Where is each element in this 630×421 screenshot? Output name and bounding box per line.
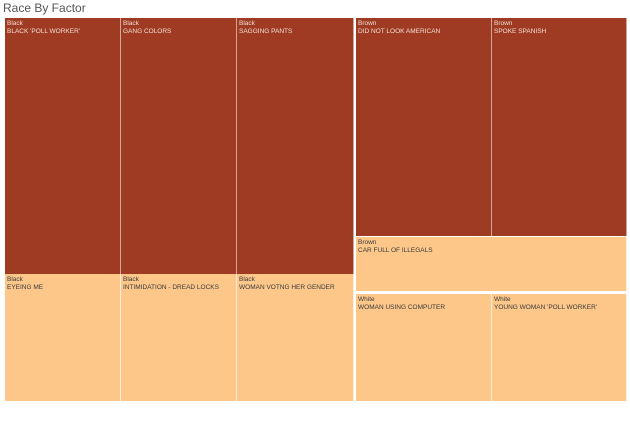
tile-factor-label: EYEING ME [7,284,44,291]
tile-race-label: Brown [358,20,377,27]
tile-race-label: White [494,296,511,303]
treemap-tile[interactable]: White WOMAN USING COMPUTER [356,294,492,401]
treemap-tile[interactable]: Black WOMAN VOTNG HER GENDER [237,274,354,401]
tile-factor-label: CAR FULL OF ILLEGALS [358,247,433,254]
tile-factor-label: BLACK 'POLL WORKER' [7,28,81,35]
tile-race-label: Brown [358,239,377,246]
chart-title: Race By Factor [3,1,86,15]
tile-race-label: Black [7,20,23,27]
tile-race-label: Brown [494,20,513,27]
tile-race-label: Black [123,276,139,283]
treemap-tile[interactable]: Black EYEING ME [5,274,121,401]
tile-race-label: Black [239,20,255,27]
tile-factor-label: INTIMIDATION - DREAD LOCKS [123,284,219,291]
treemap-tile[interactable]: Brown SPOKE SPANISH [492,18,627,236]
tile-race-label: Black [123,20,139,27]
tile-factor-label: SAGGING PANTS [239,28,293,35]
treemap-tile[interactable]: White YOUNG WOMAN 'POLL WORKER' [492,294,627,401]
treemap-tile[interactable]: Black SAGGING PANTS [237,18,354,274]
treemap-tile[interactable]: Black BLACK 'POLL WORKER' [5,18,121,274]
treemap-tile[interactable]: Brown CAR FULL OF ILLEGALS [356,237,627,291]
tile-race-label: Black [7,276,23,283]
tile-race-label: Black [239,276,255,283]
tile-factor-label: SPOKE SPANISH [494,28,547,35]
treemap-tile[interactable]: Brown DID NOT LOOK AMERICAN [356,18,492,236]
tile-race-label: White [358,296,375,303]
tile-factor-label: GANG COLORS [123,28,172,35]
tile-factor-label: DID NOT LOOK AMERICAN [358,28,441,35]
treemap-tile[interactable]: Black GANG COLORS [121,18,237,274]
tile-factor-label: WOMAN VOTNG HER GENDER [239,284,335,291]
tile-factor-label: WOMAN USING COMPUTER [358,304,446,311]
treemap-tile[interactable]: Black INTIMIDATION - DREAD LOCKS [121,274,237,401]
tile-factor-label: YOUNG WOMAN 'POLL WORKER' [494,304,598,311]
